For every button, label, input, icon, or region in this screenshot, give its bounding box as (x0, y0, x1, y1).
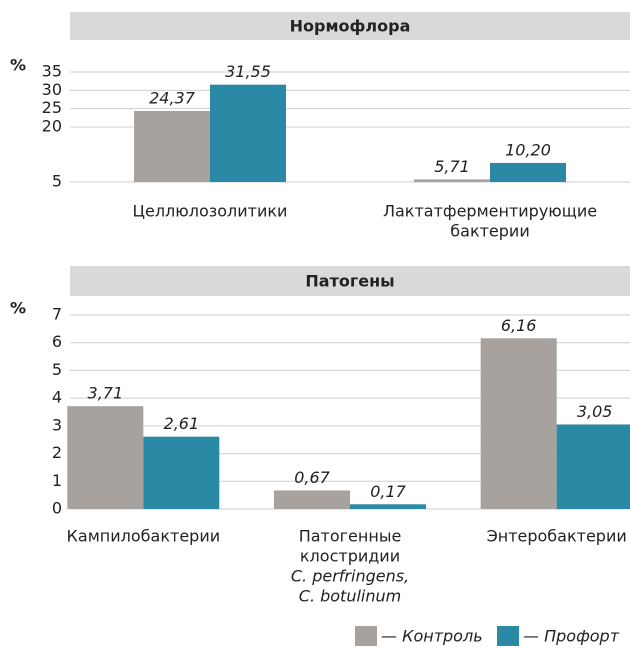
y-tick-label: 0 (52, 499, 62, 518)
y-tick-label: 25 (42, 98, 62, 117)
y-tick-label: 2 (52, 443, 62, 462)
value-label: 24,37 (149, 88, 196, 107)
bar (143, 436, 220, 509)
bar (556, 424, 630, 509)
bar (134, 110, 210, 182)
value-label: 6,16 (501, 316, 537, 335)
bar (350, 504, 426, 509)
x-tick-label: Лактатферментирующие (383, 202, 597, 221)
chart-title: Патогены (305, 272, 394, 291)
bar (274, 490, 350, 509)
legend-swatch (355, 626, 377, 646)
value-label: 10,20 (505, 140, 551, 159)
y-tick-label: 1 (52, 471, 62, 490)
legend-label: — Контроль (381, 627, 483, 646)
y-tick-label: 35 (42, 62, 62, 81)
y-axis-label: % (10, 299, 26, 318)
value-label: 2,61 (164, 414, 200, 433)
bar (67, 406, 144, 509)
x-tick-label: Кампилобактерии (67, 527, 221, 546)
x-tick-label: Патогенные (299, 527, 402, 546)
header-band (70, 266, 630, 296)
y-tick-label: 6 (52, 332, 62, 351)
chart-title: Нормофлора (290, 17, 411, 36)
y-tick-label: 20 (42, 117, 62, 136)
y-tick-label: 7 (52, 305, 62, 324)
y-tick-label: 5 (52, 172, 62, 191)
y-tick-label: 30 (42, 80, 62, 99)
bar (210, 84, 286, 182)
legend-swatch (497, 626, 519, 646)
x-tick-label: C. botulinum (299, 587, 401, 606)
y-tick-label: 3 (52, 415, 62, 434)
header-band (70, 12, 630, 40)
value-label: 3,71 (88, 384, 124, 403)
bar (480, 338, 557, 509)
x-tick-label: C. perfringens, (291, 567, 409, 586)
value-label: 31,55 (225, 62, 271, 81)
x-tick-label: клостридии (300, 547, 400, 566)
legend-label: — Профорт (523, 627, 620, 646)
value-label: 5,71 (434, 157, 470, 176)
x-tick-label: бактерии (450, 222, 529, 241)
y-tick-label: 4 (52, 388, 62, 407)
bar (414, 179, 490, 182)
value-label: 0,17 (370, 482, 406, 501)
y-axis-label: % (10, 56, 26, 75)
y-tick-label: 5 (52, 360, 62, 379)
bar (490, 162, 566, 182)
value-label: 3,05 (577, 402, 613, 421)
value-label: 0,67 (294, 468, 330, 487)
x-tick-label: Целлюлозолитики (133, 202, 288, 221)
x-tick-label: Энтеробактерии (487, 527, 627, 546)
